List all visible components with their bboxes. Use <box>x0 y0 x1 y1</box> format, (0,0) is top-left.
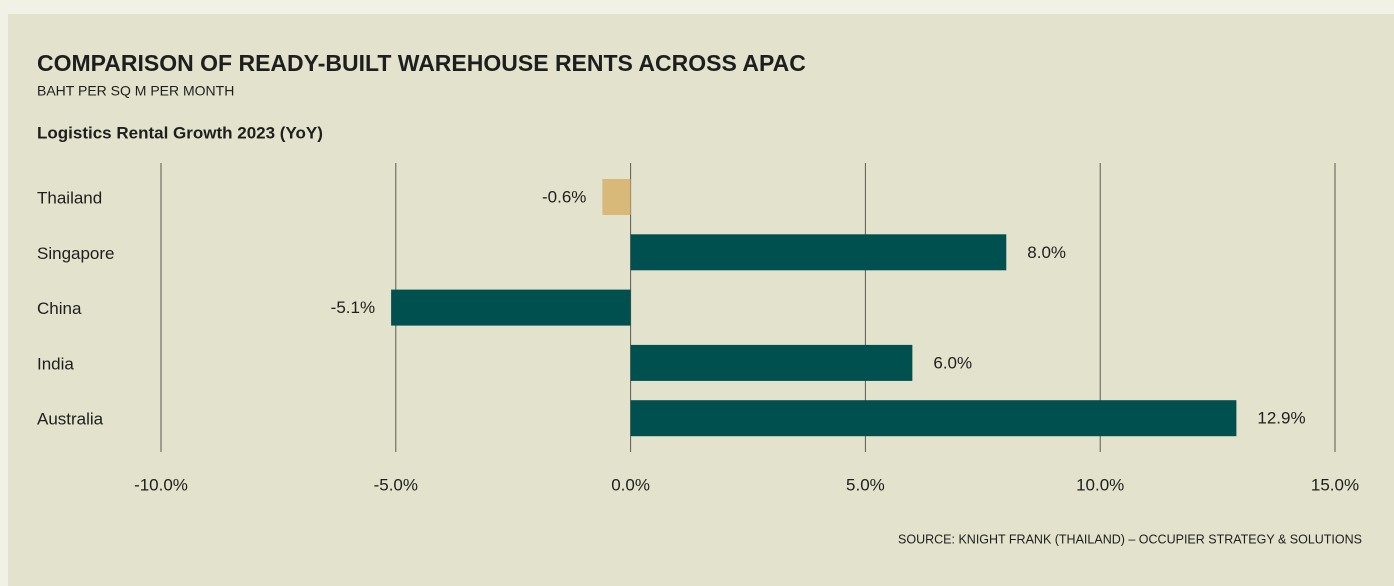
chart-subtitle: BAHT PER SQ M PER MONTH <box>37 83 234 99</box>
x-tick-label: 15.0% <box>1311 475 1359 494</box>
bar <box>630 344 913 381</box>
bar <box>630 400 1237 437</box>
panel <box>8 14 1394 586</box>
x-tick-label: 5.0% <box>846 475 885 494</box>
value-label: 6.0% <box>933 353 972 372</box>
chart-title: COMPARISON OF READY-BUILT WAREHOUSE RENT… <box>37 50 806 76</box>
bar <box>630 234 1007 271</box>
y-tick-label: India <box>37 354 74 373</box>
y-tick-label: Thailand <box>37 188 102 207</box>
x-tick-label: -10.0% <box>134 475 188 494</box>
y-tick-label: China <box>37 299 82 318</box>
value-label: -5.1% <box>331 298 375 317</box>
source: SOURCE: KNIGHT FRANK (THAILAND) – OCCUPI… <box>898 532 1362 546</box>
value-label: 12.9% <box>1257 409 1305 428</box>
x-tick-label: -5.0% <box>374 475 418 494</box>
bar <box>602 179 631 215</box>
y-tick-label: Australia <box>37 410 104 429</box>
plot-title: Logistics Rental Growth 2023 (YoY) <box>37 123 323 142</box>
value-label: 8.0% <box>1027 243 1066 262</box>
bar <box>391 289 631 326</box>
y-tick-label: Singapore <box>37 244 115 263</box>
x-tick-label: 10.0% <box>1076 475 1124 494</box>
value-label: -0.6% <box>542 187 586 206</box>
x-tick-label: 0.0% <box>611 475 650 494</box>
